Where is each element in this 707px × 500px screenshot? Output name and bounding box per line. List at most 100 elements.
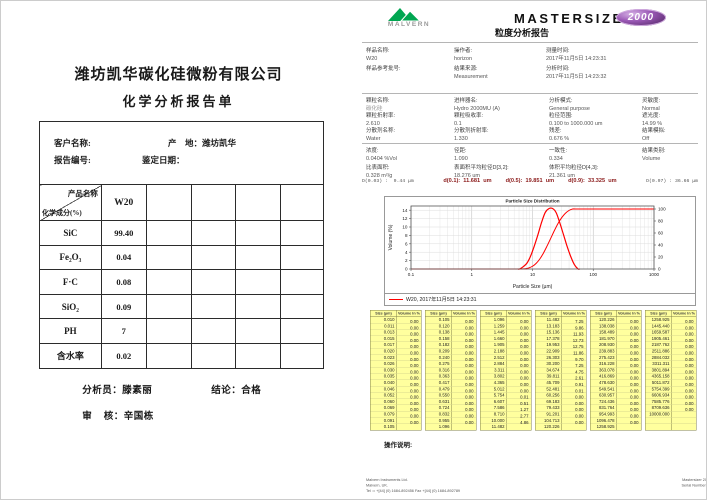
label-value-pair: 操作者: horizon	[454, 47, 488, 63]
report-no-label: 报告编号:	[54, 155, 91, 165]
footer-left: Malvern Instruments Ltd. Malvern, UK. Tel …	[366, 477, 460, 494]
size-cell: 0.209	[426, 348, 452, 355]
volume-cell: 0.00	[575, 419, 584, 425]
size-table-row: 5011.872 0.00	[645, 379, 696, 387]
size-table-row: 478.630 0.00	[590, 379, 641, 387]
volume-header-cell: Volume In %	[507, 311, 531, 316]
volume-cell	[507, 426, 531, 432]
volume-cell: 0.00	[465, 381, 474, 387]
empty-cell	[190, 220, 237, 246]
volume-header-cell: Volume In %	[397, 311, 421, 316]
volume-cell: 0.00	[520, 375, 529, 381]
stats-row-2: 比表面积: 0.328 m²/g 表面积平均粒径D[3,2]: 18.276 um 体积…	[354, 164, 706, 180]
volume-cell: 0.01	[520, 394, 529, 400]
component-value-cell: 0.08	[100, 269, 147, 295]
size-cell: 0.026	[371, 361, 397, 367]
y-right-tick-label: 0	[658, 267, 661, 272]
field-label: 比表面积:	[366, 165, 390, 171]
empty-cell	[145, 342, 192, 369]
field-value: 1.090	[454, 156, 468, 162]
volume-cell: 2.61	[575, 375, 584, 381]
size-table-row: 22.909 11.86	[535, 347, 586, 355]
info-column: 颗粒名称: 碳化硅 颗粒折射率: 2.610 分散剂名称: Water	[366, 97, 395, 142]
empty-cell	[235, 244, 282, 271]
size-table-row: 6.607 0.51	[480, 398, 531, 406]
size-table-row: 0.182 0.00	[425, 341, 476, 349]
field-value: General purpose	[549, 106, 590, 112]
x-axis-label: Particle Size (µm)	[513, 284, 553, 290]
size-cell: 363.078	[591, 367, 617, 374]
volume-cell: 0.00	[630, 350, 639, 356]
size-cell: 10.000	[481, 417, 507, 424]
footer-center: Mastersizer 2000 E Ver. 5.60Serial Numbe…	[354, 477, 707, 488]
size-cell	[646, 417, 672, 424]
size-table-row: 2511.886 0.00	[645, 347, 696, 355]
volume-cell: 0.00	[410, 400, 419, 406]
chem-row: PH 7	[39, 318, 324, 344]
size-cell: 831.764	[591, 405, 617, 411]
footer-line: Serial Number : MAL1095172	[681, 483, 706, 488]
empty-cell	[145, 269, 192, 295]
size-cell: 4.365	[481, 379, 507, 386]
volume-cell: 0.00	[630, 400, 639, 406]
y-left-tick-label: 8	[405, 233, 408, 238]
size-cell: 3801.894	[646, 367, 672, 374]
size-table-row: 0.316 0.00	[425, 366, 476, 374]
empty-cell	[280, 220, 324, 246]
footer-line: Mastersizer 2000 E Ver. 5.60	[682, 477, 707, 483]
size-table-row: 416.869 0.00	[590, 373, 641, 381]
size-table-row: 1905.461 0.00	[645, 335, 696, 343]
size-table-row: 5.012 0.00	[480, 385, 531, 393]
volume-cell: 0.00	[685, 375, 694, 381]
size-table-header: Size (µm) Volume In %	[370, 310, 421, 317]
size-cell: 0.046	[371, 386, 397, 393]
size-cell: 954.993	[591, 411, 617, 418]
volume-cell: 0.00	[630, 344, 639, 350]
volume-cell: 0.00	[520, 337, 529, 343]
size-table-row: 11.482 7.25	[536, 317, 587, 324]
size-table-row: 3311.311 0.00	[645, 360, 696, 368]
empty-cell	[280, 342, 324, 369]
size-cell: 549.541	[591, 386, 617, 393]
field-value: 0.0404 %Vol	[366, 156, 397, 162]
size-cell: 52.481	[536, 386, 562, 393]
size-table-row: 2.188 0.00	[480, 347, 531, 355]
size-table-row: 1.096 0.00	[481, 317, 532, 324]
size-cell: 79.433	[536, 405, 562, 411]
chemical-report: 潍坊凯华碳化硅微粉有限公司 化学分析报告单 客户名称: 产 地：潍坊凯华 报告编…	[1, 1, 356, 499]
size-cell: 478.630	[591, 379, 617, 386]
footer-line: Tel := +[44] (0) 1684-892456 Fax +[44] (…	[366, 488, 461, 494]
volume-cell: 0.00	[410, 369, 419, 375]
volume-cell: 0.00	[575, 400, 584, 406]
size-cell: 0.013	[371, 329, 397, 336]
field-value: 0.334	[549, 156, 563, 162]
volume-cell: 0.00	[630, 363, 639, 369]
field-label: 表面积平均粒径D[3,2]:	[454, 165, 509, 171]
size-table-row: 5754.399 0.00	[645, 385, 696, 393]
conclusion-value: 合格	[241, 386, 262, 396]
size-cell: 0.158	[426, 335, 452, 342]
empty-cell	[280, 184, 324, 221]
volume-cell: 0.00	[465, 319, 474, 324]
field-label: 一致性:	[549, 148, 568, 154]
size-table-row: 0.011 0.00	[370, 322, 421, 330]
size-table-row: 6606.934 0.00	[645, 392, 696, 400]
size-table-row: 30.200 7.25	[535, 360, 586, 368]
info-column: 分析模式: General purpose 粒径范围: 0.100 to 1000.0…	[549, 97, 603, 142]
size-cell: 0.020	[371, 348, 397, 355]
field-label: 残差:	[549, 128, 562, 134]
y-left-tick-label: 10	[402, 225, 408, 230]
size-table-header: Size (µm) Volume In %	[480, 310, 531, 317]
label-value-pair: 粒径范围: 0.100 to 1000.000 um	[549, 112, 603, 128]
volume-header-cell: Volume In %	[672, 311, 696, 316]
size-cell: 1.096	[481, 317, 507, 323]
field-label: 颗粒折射率:	[366, 113, 396, 119]
divider	[362, 93, 698, 94]
size-cell: 0.091	[371, 417, 397, 424]
size-table-row: 0.550 0.00	[425, 392, 476, 400]
volume-cell	[617, 426, 641, 432]
size-table-row: 1.660 0.00	[480, 335, 531, 343]
size-cell: 10000.000	[646, 411, 672, 418]
